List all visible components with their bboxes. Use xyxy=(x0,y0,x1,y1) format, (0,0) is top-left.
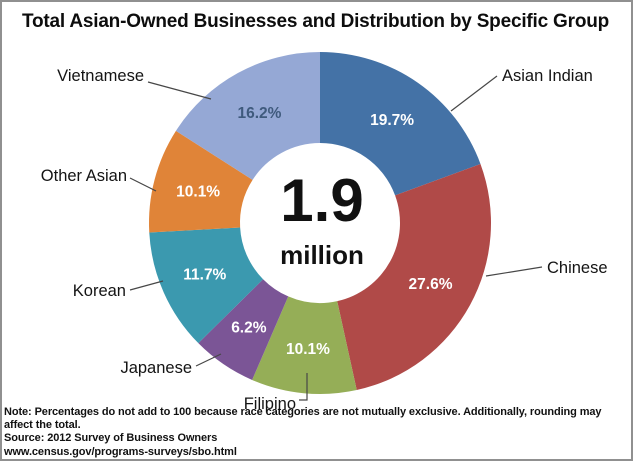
slice-japanese xyxy=(198,279,289,380)
center-total-unit: million xyxy=(280,240,364,270)
pct-label-chinese: 27.6% xyxy=(409,276,453,293)
leader-line-chinese xyxy=(485,266,543,277)
pct-label-other-asian: 10.1% xyxy=(176,184,220,201)
note-text: Note: Percentages do not add to 100 beca… xyxy=(4,406,602,432)
pct-label-japanese: 6.2% xyxy=(231,320,267,337)
slice-asian-indian xyxy=(320,52,481,196)
slice-korean xyxy=(149,227,264,344)
url-text: www.census.gov/programs-surveys/sbo.html xyxy=(4,445,237,458)
category-label-filipino: Filipino xyxy=(244,395,296,413)
slice-other-asian xyxy=(149,130,253,233)
slice-filipino xyxy=(252,296,357,395)
slice-chinese xyxy=(337,163,491,391)
pct-label-asian-indian: 19.7% xyxy=(370,112,414,129)
pct-label-vietnamese: 16.2% xyxy=(238,105,282,122)
category-label-japanese: Japanese xyxy=(120,359,192,377)
category-label-korean: Korean xyxy=(73,282,126,300)
leader-line-asian-indian xyxy=(450,75,498,112)
category-label-asian-indian: Asian Indian xyxy=(502,67,593,85)
category-label-other-asian: Other Asian xyxy=(41,167,127,185)
footnotes: Note: Percentages do not add to 100 beca… xyxy=(4,406,627,459)
source-text: Source: 2012 Survey of Business Owners xyxy=(4,432,218,445)
leader-line-other-asian xyxy=(129,177,157,192)
category-label-chinese: Chinese xyxy=(547,259,608,277)
leader-line-japanese xyxy=(195,353,222,367)
slice-vietnamese xyxy=(175,52,320,180)
pct-label-korean: 11.7% xyxy=(183,267,226,284)
leader-line-vietnamese xyxy=(147,81,212,100)
center-total-value: 1.9 xyxy=(280,167,363,234)
category-label-vietnamese: Vietnamese xyxy=(57,67,144,85)
leader-line-korean xyxy=(129,280,164,291)
chart-title: Total Asian-Owned Businesses and Distrib… xyxy=(22,11,610,32)
pct-label-filipino: 10.1% xyxy=(286,341,330,358)
leader-line-filipino xyxy=(299,373,308,401)
